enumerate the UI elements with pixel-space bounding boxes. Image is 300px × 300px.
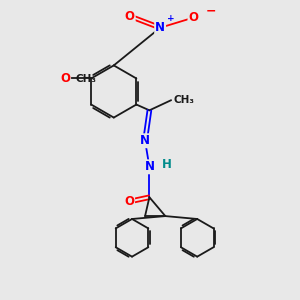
Text: O: O <box>60 72 70 85</box>
Text: O: O <box>125 10 135 23</box>
Text: N: N <box>140 134 150 147</box>
Text: −: − <box>206 4 216 17</box>
Text: N: N <box>155 21 165 34</box>
Text: H: H <box>162 158 171 171</box>
Text: CH₃: CH₃ <box>76 74 97 84</box>
Text: O: O <box>188 11 199 24</box>
Text: +: + <box>167 14 174 23</box>
Text: N: N <box>144 160 154 173</box>
Text: O: O <box>124 195 134 208</box>
Text: CH₃: CH₃ <box>173 94 194 105</box>
